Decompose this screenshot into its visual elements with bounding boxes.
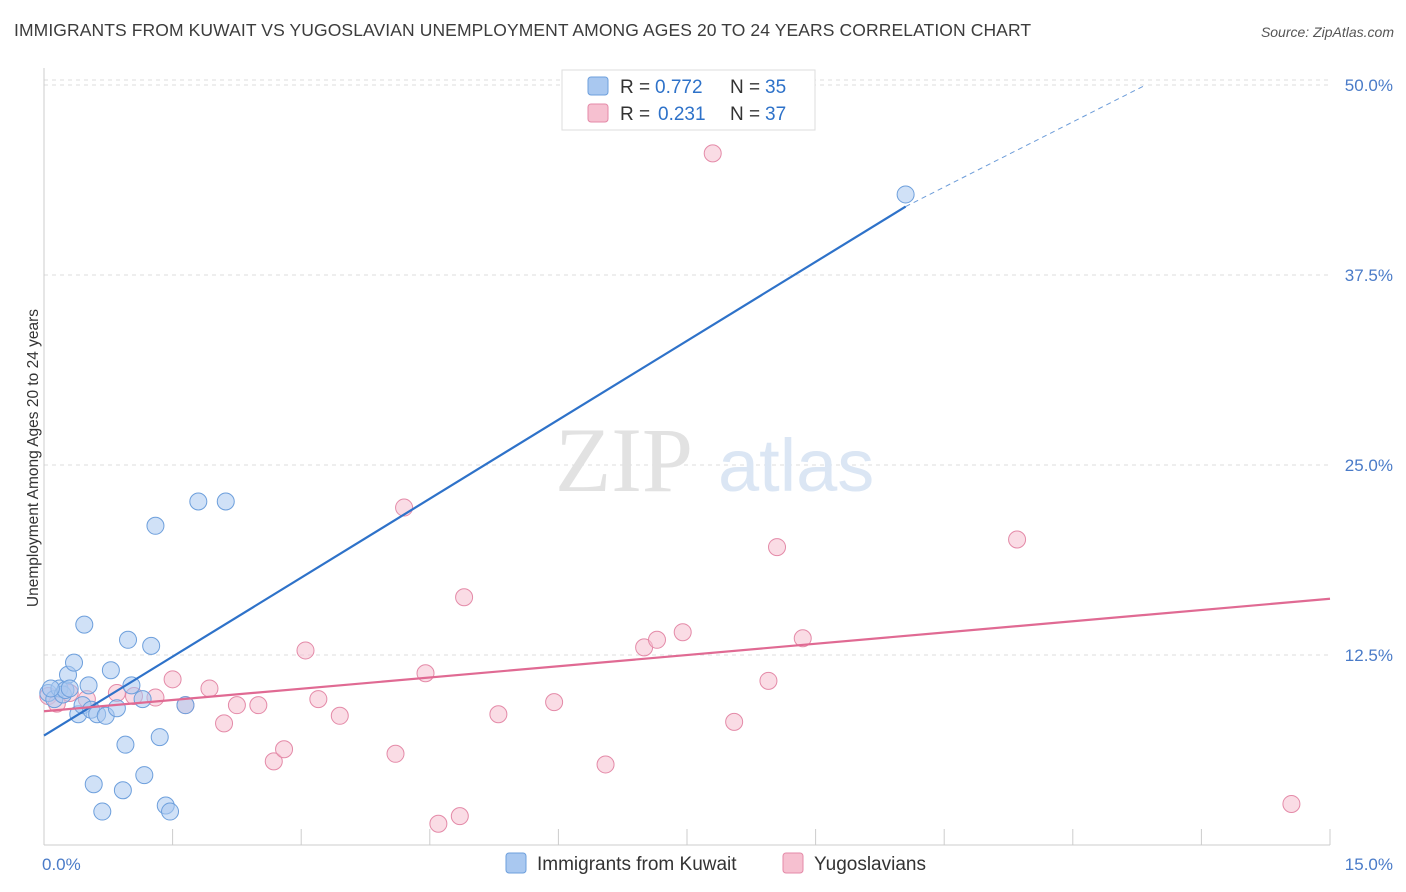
yugoslavians-point-11 bbox=[227, 696, 246, 715]
legend-r-value-1: 0.772 bbox=[655, 77, 703, 98]
yugoslavians-point-33 bbox=[768, 538, 787, 557]
kuwait-trendline bbox=[43, 205, 907, 737]
kuwait-points bbox=[39, 185, 915, 821]
kuwait-point-25 bbox=[146, 516, 165, 535]
legend-swatch-pink bbox=[587, 103, 609, 123]
yugoslavians-point-24 bbox=[489, 705, 508, 724]
legend-n-label-1: N = bbox=[730, 77, 760, 98]
kuwait-point-12 bbox=[84, 775, 103, 794]
bottom-legend-label-kuwait: Immigrants from Kuwait bbox=[537, 854, 737, 875]
yugoslavians-point-10 bbox=[215, 714, 234, 733]
legend-swatch-blue bbox=[587, 76, 609, 96]
yugoslavians-point-29 bbox=[673, 623, 692, 642]
kuwait-point-22 bbox=[133, 690, 152, 709]
yugoslavians-point-7 bbox=[163, 670, 182, 689]
kuwait-point-28 bbox=[161, 802, 180, 821]
yugoslavians-point-22 bbox=[450, 807, 469, 826]
kuwait-point-26 bbox=[150, 728, 169, 747]
legend-box: R = 0.772 N = 35 R = 0.231 N = 37 bbox=[561, 69, 816, 131]
yugoslavians-trendline bbox=[43, 597, 1331, 713]
bottom-legend-swatch-kuwait bbox=[505, 852, 527, 874]
kuwait-trendline-extension bbox=[905, 84, 1146, 208]
yugoslavians-point-23 bbox=[455, 588, 474, 607]
yugoslavians-point-13 bbox=[264, 752, 283, 771]
kuwait-point-30 bbox=[189, 492, 208, 511]
kuwait-point-34 bbox=[60, 679, 79, 698]
yugoslavians-point-35 bbox=[1008, 530, 1027, 549]
yugoslavians-point-26 bbox=[596, 755, 615, 774]
kuwait-point-17 bbox=[107, 699, 126, 718]
yugoslavians-point-14 bbox=[275, 740, 294, 759]
kuwait-point-32 bbox=[896, 185, 915, 204]
yugoslavians-point-28 bbox=[647, 630, 666, 649]
kuwait-point-19 bbox=[116, 735, 135, 754]
kuwait-point-33 bbox=[41, 679, 60, 698]
kuwait-point-29 bbox=[176, 696, 195, 715]
kuwait-point-9 bbox=[75, 615, 94, 634]
bottom-legend: Immigrants from Kuwait Yugoslavians bbox=[505, 852, 926, 875]
legend-r-label-2: R = bbox=[620, 104, 650, 125]
kuwait-point-31 bbox=[216, 492, 235, 511]
kuwait-point-14 bbox=[93, 802, 112, 821]
kuwait-point-18 bbox=[113, 781, 132, 800]
y-tick-label-2: 37.5% bbox=[1345, 266, 1393, 285]
yugoslavians-point-12 bbox=[249, 696, 268, 715]
y-tick-label-0: 12.5% bbox=[1345, 646, 1393, 665]
yugoslavians-point-36 bbox=[1282, 794, 1301, 813]
legend-r-label-1: R = bbox=[620, 77, 650, 98]
watermark-atlas: atlas bbox=[718, 424, 874, 507]
yugoslavians-point-32 bbox=[759, 671, 778, 690]
gridlines bbox=[44, 79, 1330, 656]
kuwait-point-23 bbox=[135, 766, 154, 785]
y-axis-label: Unemployment Among Ages 20 to 24 years bbox=[25, 309, 42, 607]
watermark-zip: ZIP bbox=[555, 409, 693, 511]
yugoslavians-point-30 bbox=[703, 144, 722, 163]
yugoslavians-point-21 bbox=[429, 814, 448, 833]
yugoslavians-point-17 bbox=[330, 706, 349, 725]
trendlines bbox=[43, 84, 1331, 737]
yugoslavians-point-16 bbox=[309, 690, 328, 709]
yugoslavians-point-31 bbox=[725, 712, 744, 731]
kuwait-point-21 bbox=[122, 676, 141, 695]
x-tick-label-max: 15.0% bbox=[1345, 855, 1393, 874]
kuwait-point-24 bbox=[142, 636, 161, 655]
yugoslavians-point-34 bbox=[793, 629, 812, 648]
y-tick-labels: 12.5% 25.0% 37.5% 50.0% bbox=[1345, 76, 1393, 665]
kuwait-point-10 bbox=[79, 676, 98, 695]
legend-n-value-1: 35 bbox=[765, 77, 786, 98]
chart-title: IMMIGRANTS FROM KUWAIT VS YUGOSLAVIAN UN… bbox=[14, 20, 1032, 40]
kuwait-point-20 bbox=[119, 630, 138, 649]
yugoslavians-point-25 bbox=[545, 693, 564, 712]
source-label: Source: ZipAtlas.com bbox=[1260, 24, 1394, 40]
kuwait-point-6 bbox=[65, 653, 84, 672]
legend-r-value-2: 0.231 bbox=[658, 104, 706, 125]
yugoslavians-point-18 bbox=[386, 744, 405, 763]
yugoslavians-point-15 bbox=[296, 641, 315, 660]
x-tick-label-min: 0.0% bbox=[42, 855, 81, 874]
bottom-legend-label-yugoslavians: Yugoslavians bbox=[814, 854, 926, 875]
kuwait-point-16 bbox=[101, 661, 120, 680]
watermark: ZIP atlas bbox=[555, 409, 874, 511]
legend-n-value-2: 37 bbox=[765, 104, 786, 125]
yugoslavians-point-9 bbox=[200, 679, 219, 698]
y-tick-label-3: 50.0% bbox=[1345, 76, 1393, 95]
x-ticks bbox=[43, 829, 1331, 845]
legend-n-label-2: N = bbox=[730, 104, 760, 125]
y-tick-label-1: 25.0% bbox=[1345, 456, 1393, 475]
x-tick-labels: 0.0% 15.0% bbox=[42, 855, 1393, 874]
bottom-legend-swatch-yugoslavians bbox=[782, 852, 804, 874]
